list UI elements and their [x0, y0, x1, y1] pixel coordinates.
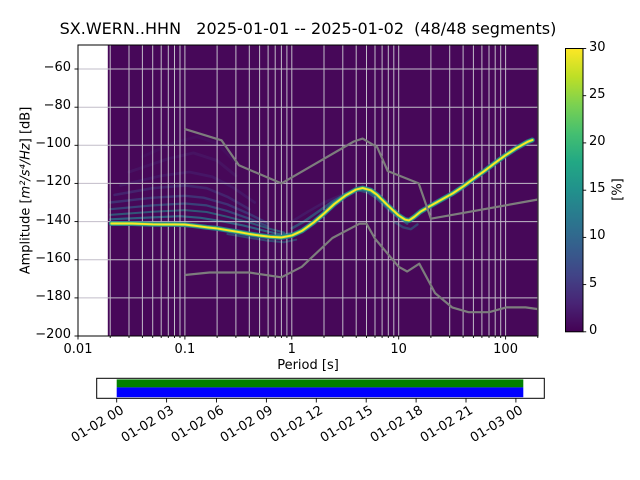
psd-streak	[113, 184, 251, 211]
colorbar-tick-label: 5	[589, 275, 598, 291]
psd-mode-line	[108, 137, 535, 240]
psd-streak	[127, 151, 238, 178]
colorbar-tick-label: 20	[589, 133, 606, 149]
timeline-data-bar	[116, 387, 524, 398]
colorbar-tick-label: 25	[589, 86, 606, 102]
y-tick-label: −140	[35, 212, 71, 228]
y-tick-label: −100	[35, 136, 71, 152]
x-tick-label: 0.1	[174, 342, 196, 357]
x-tick-label: 100	[493, 342, 518, 357]
y-tick-label: −180	[35, 288, 71, 304]
x-tick-label: 0.01	[63, 342, 93, 357]
x-axis-label: Period [s]	[277, 358, 339, 373]
colorbar-label: [%]	[610, 178, 626, 201]
x-tick-label: 10	[390, 342, 407, 357]
ppsd-histogram-background	[107, 45, 538, 336]
noise-models	[184, 128, 539, 314]
psd-streak	[140, 135, 238, 164]
y-tick-label: −80	[43, 98, 71, 114]
colorbar-tick-label: 0	[589, 322, 598, 338]
psd-mode-stroke	[110, 139, 534, 239]
nlnm-line	[184, 222, 539, 314]
x-tick-label: 1	[287, 342, 296, 357]
colorbar-tick-label: 15	[589, 181, 606, 197]
y-axis-label-units: m²/s⁴/Hz	[18, 143, 34, 199]
y-tick-label: −120	[35, 174, 71, 190]
nhnm-line	[184, 128, 539, 220]
y-tick-label: −160	[35, 250, 71, 266]
colorbar-tick-label: 10	[589, 228, 606, 244]
colorbar-ticks	[583, 48, 587, 333]
colorbar	[565, 48, 584, 333]
axes-spines	[77, 44, 539, 337]
timeline-coverage-bar	[116, 379, 524, 388]
axis-ticks	[74, 68, 539, 340]
y-tick-label: −200	[35, 327, 71, 342]
y-tick-label: −60	[43, 60, 71, 76]
grid	[77, 45, 539, 336]
timeline-ticks	[116, 398, 517, 403]
plot-title: SX.WERN..HHN 2025-01-01 -- 2025-01-02 (4…	[59, 19, 557, 38]
colorbar-tick-label: 30	[589, 39, 606, 55]
